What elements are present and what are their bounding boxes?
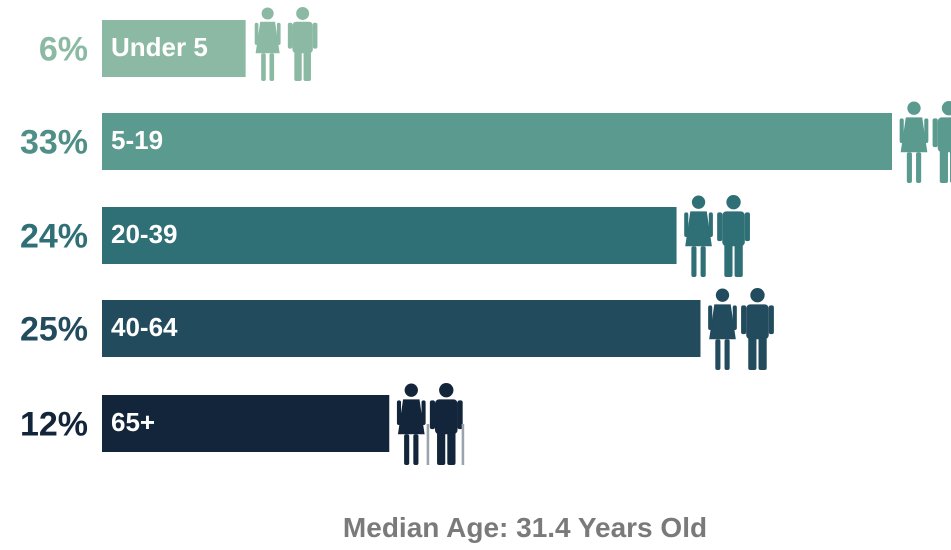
- percent-label: 6%: [39, 31, 88, 69]
- percent-label: 33%: [20, 124, 88, 162]
- age-bar: [102, 207, 677, 264]
- age-group-label: 20-39: [111, 219, 178, 249]
- median-age-caption: Median Age: 31.4 Years Old: [342, 512, 708, 543]
- middle-age-pair-icon: [708, 288, 774, 370]
- age-bar: [102, 300, 701, 357]
- teen-pair-icon: [899, 101, 951, 183]
- age-group-label: 5-19: [111, 125, 163, 155]
- adult-pair-icon: [684, 195, 750, 277]
- senior-pair-icon: [396, 383, 465, 465]
- percent-label: 24%: [20, 218, 88, 256]
- percent-label: 12%: [20, 406, 88, 444]
- age-group-label: 65+: [111, 407, 155, 437]
- age-bar: [102, 113, 892, 170]
- age-group-label: 40-64: [111, 312, 178, 342]
- age-bar: [102, 395, 390, 452]
- child-pair-icon: [254, 7, 318, 81]
- percent-label: 25%: [20, 311, 88, 349]
- age-bar: [102, 20, 246, 77]
- age-group-label: Under 5: [111, 32, 208, 62]
